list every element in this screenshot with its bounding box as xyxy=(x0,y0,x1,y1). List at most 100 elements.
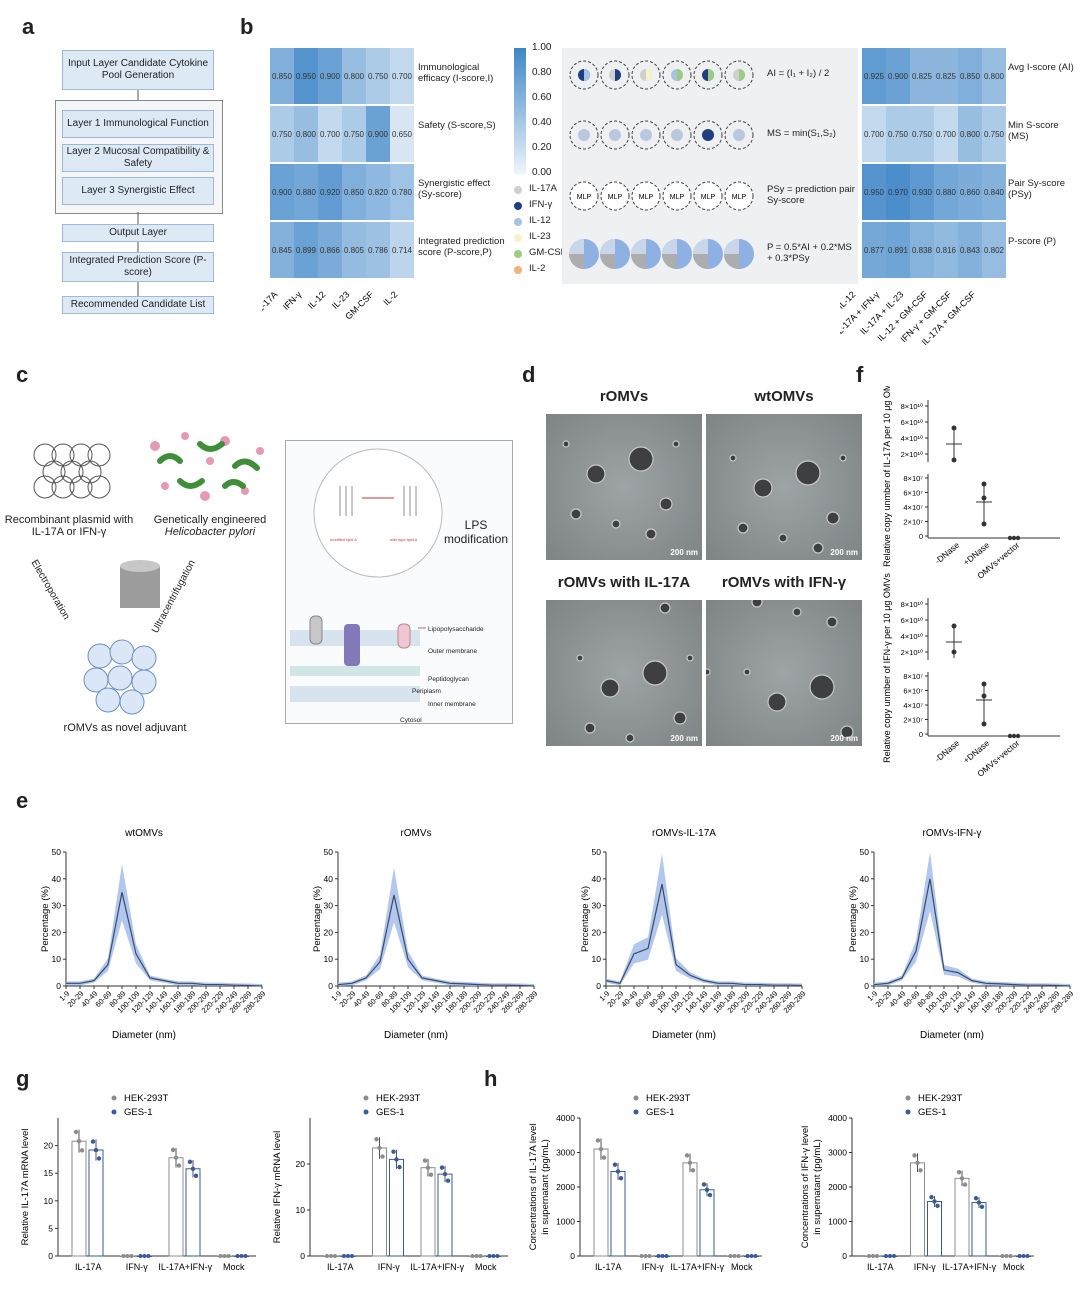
f-tick-label: 0 xyxy=(919,532,923,541)
data-point xyxy=(1008,1254,1013,1258)
series-line xyxy=(337,894,535,987)
data-point xyxy=(222,1254,227,1258)
em-vesicle xyxy=(840,725,854,739)
flow-arrows xyxy=(137,90,139,296)
heatmap-2-cell: 0.750 xyxy=(910,106,934,162)
heatmap-2-cell: 0.840 xyxy=(982,164,1006,220)
panel-label-b: b xyxy=(240,14,254,39)
y-tick-label: 50 xyxy=(860,847,870,857)
data-point xyxy=(93,1147,99,1153)
pair-dot-safety xyxy=(702,129,714,141)
data-point xyxy=(478,1254,483,1258)
bar xyxy=(699,1189,715,1257)
x-tick-label: Mock xyxy=(223,1262,245,1272)
y-tick-label: 30 xyxy=(324,901,334,911)
y-tick-label: 20 xyxy=(52,927,62,937)
flow-layer-1: Layer 1 Immunological Function xyxy=(62,110,214,138)
heatmap-1-cell: 0.714 xyxy=(390,222,414,278)
legend-marker xyxy=(633,1109,639,1115)
em-image: 200 nm xyxy=(703,596,862,746)
chart-title: rOMVs-IL-17A xyxy=(652,828,716,839)
bar xyxy=(682,1162,698,1257)
data-point xyxy=(929,1194,934,1200)
data-point xyxy=(346,1254,350,1258)
em-vesicle xyxy=(562,440,570,448)
panel-label-d: d xyxy=(522,362,536,387)
data-point xyxy=(439,1165,445,1170)
heatmap-1-row-label: Synergistic effect (Sy-score) xyxy=(418,178,491,200)
heatmap-2-cell: 0.891 xyxy=(886,222,910,278)
legend-marker xyxy=(905,1095,911,1101)
data-point xyxy=(918,1168,923,1173)
heatmap-1-cell: 0.800 xyxy=(342,48,366,104)
heatmap-2-cell: 0.900 xyxy=(886,48,910,104)
heatmap-1-cell: 0.850 xyxy=(342,164,366,220)
bar-ylabel: Relative IFN-γ mRNA level xyxy=(272,1131,283,1243)
data-point xyxy=(660,1254,665,1258)
pair-pie-slice xyxy=(631,239,646,254)
em-vesicle xyxy=(792,607,802,617)
bar xyxy=(437,1173,453,1257)
bar xyxy=(389,1158,404,1257)
f-point xyxy=(1007,733,1013,739)
legend-swatch xyxy=(514,234,522,242)
em-vesicle xyxy=(672,440,680,448)
pair-halfdot-efficacy xyxy=(646,69,652,81)
heatmap-1-cell: 0.850 xyxy=(270,48,294,104)
heatmap-2-cell: 0.800 xyxy=(958,106,982,162)
legend-marker xyxy=(633,1095,639,1101)
pair-circle-mlp xyxy=(693,181,723,211)
heatmap-1-row-label: Integrated prediction score (P-score,P) xyxy=(418,236,505,258)
pair-circle-efficacy xyxy=(569,60,599,90)
y-tick-label: 2000 xyxy=(828,1182,847,1192)
heatmap-2-cell: 0.700 xyxy=(862,106,886,162)
heatmap-2-cell: 0.825 xyxy=(934,48,958,104)
em-vesicle xyxy=(753,478,773,498)
x-tick-label: IL-17A xyxy=(327,1262,354,1272)
em-vesicle xyxy=(611,519,621,529)
y-tick-label: 15 xyxy=(44,1168,54,1178)
data-point xyxy=(350,1254,354,1258)
em-particles xyxy=(729,454,847,554)
data-point xyxy=(912,1153,917,1158)
em-vesicle xyxy=(826,511,840,525)
data-point xyxy=(639,1254,644,1258)
legend-marker xyxy=(111,1095,117,1101)
f-ylabel: Relative copy unmber of IFN-γ per 10 μg … xyxy=(882,573,892,763)
y-tick-label: 20 xyxy=(296,1159,306,1169)
x-tick-label: IL-17A+IFN-γ xyxy=(410,1262,464,1272)
heatmap-2-cell: 0.860 xyxy=(958,164,982,220)
f-xlabel: -DNase xyxy=(933,540,962,566)
f-tick-label: 0 xyxy=(919,730,923,739)
formula-text: AI = (I₁ + I₂) / 2 xyxy=(767,68,830,79)
pylori-label: Genetically engineered Helicobacter pylo… xyxy=(153,514,267,538)
svg-text:modified lipid A: modified lipid A xyxy=(330,537,357,542)
bar-chart: Relative IFN-γ mRNA level 0 10 20 HEK-293T GE… xyxy=(272,1093,508,1272)
bar xyxy=(593,1148,609,1257)
data-point xyxy=(701,1182,707,1187)
chart-ylabel: Percentage (%) xyxy=(580,886,591,952)
legend-label: GES-1 xyxy=(646,1107,675,1118)
pair-circle-mlp xyxy=(662,181,692,211)
heatmap-1-row-label: Safety (S-score,S) xyxy=(418,120,496,131)
f-point xyxy=(1015,733,1021,739)
data-point xyxy=(428,1172,434,1177)
confidence-band xyxy=(874,852,1070,986)
pair-circle-efficacy xyxy=(631,60,661,90)
heatmap-2-row-label: Pair Sy-score (PSy) xyxy=(1008,178,1066,200)
f-tick-label: 2×10¹⁰ xyxy=(901,648,923,657)
flow-input-layer: Input Layer Candidate Cytokine Pool Gene… xyxy=(62,50,214,90)
membrane-label: Cytosol xyxy=(400,717,422,724)
em-scale-bar: 200 nm xyxy=(830,734,858,743)
data-point xyxy=(193,1173,199,1178)
data-point xyxy=(684,1153,690,1158)
heatmap-2-cell: 0.816 xyxy=(934,222,958,278)
em-scale-bar: 200 nm xyxy=(830,548,858,557)
em-vesicle xyxy=(628,446,654,472)
data-point xyxy=(643,1254,648,1258)
pair-circle-safety xyxy=(569,120,599,150)
heatmap-2-row-label: Min S-score (MS) xyxy=(1008,120,1059,142)
em-vesicle xyxy=(703,668,711,676)
data-point xyxy=(871,1254,875,1258)
